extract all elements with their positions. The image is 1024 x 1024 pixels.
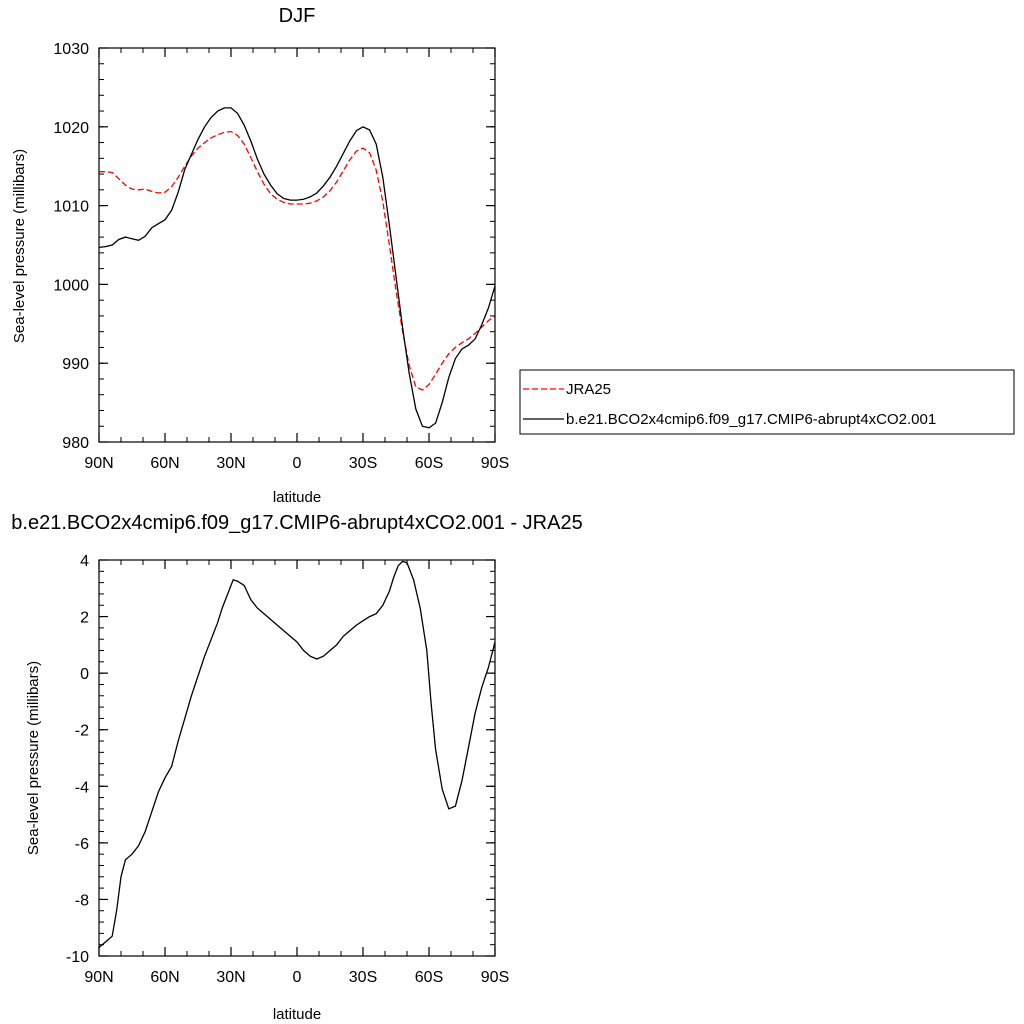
bottom-y-axis-label: Sea-level pressure (millibars) [25,661,42,855]
legend-box [519,369,1015,435]
x-tick-label: 0 [293,969,302,986]
x-tick-label: 90N [84,455,113,472]
top-chart-title: DJF [279,5,316,27]
x-tick-label: 30N [216,969,245,986]
y-tick-label: 2 [80,610,89,627]
x-tick-label: 30N [216,455,245,472]
top-plot-frame [98,47,496,443]
bottom-plot-frame [98,559,496,957]
x-tick-label: 90S [481,455,509,472]
top-tick-marks [98,47,496,443]
top-panel: DJF Sea-level pressure (millibars) latit… [11,5,509,506]
legend: JRA25 b.e21.BCO2x4cmip6.f09_g17.CMIP6-ab… [519,369,1015,435]
top-y-axis-label: Sea-level pressure (millibars) [11,149,28,343]
x-tick-label: 30S [349,455,377,472]
y-tick-label: -2 [75,723,89,740]
top-series-lines [98,107,496,429]
series-line-difference [98,560,496,948]
y-tick-label: -6 [75,836,89,853]
y-tick-label: -8 [75,892,89,909]
y-tick-label: 1010 [53,199,89,216]
x-tick-label: 90S [481,969,509,986]
bottom-x-axis-label: latitude [273,1006,321,1023]
bottom-series-lines [98,560,496,948]
x-tick-label: 60S [415,969,443,986]
bottom-tick-marks [98,559,496,957]
y-tick-label: 1030 [53,41,89,58]
series-line-b-e21-bco2x4cmip6-f09-g17-cmip6-abrupt4xco2-001 [98,107,496,429]
bottom-tick-labels: 90N 60N 30N 0 30S 60S 90S -10 -8 -6 -4 -2 0 2 4 [66,553,509,986]
y-tick-label: -10 [66,949,89,966]
y-tick-label: 990 [62,356,89,373]
bottom-chart-title: b.e21.BCO2x4cmip6.f09_g17.CMIP6-abrupt4x… [11,512,582,534]
x-tick-label: 0 [293,455,302,472]
x-tick-label: 60S [415,455,443,472]
series-line-jra25 [99,130,496,391]
x-tick-label: 30S [349,969,377,986]
y-tick-label: 1000 [53,277,89,294]
y-tick-label: -4 [75,779,89,796]
legend-label-model: b.e21.BCO2x4cmip6.f09_g17.CMIP6-abrupt4x… [566,411,936,428]
bottom-panel: b.e21.BCO2x4cmip6.f09_g17.CMIP6-abrupt4x… [11,512,582,1023]
x-tick-label: 90N [84,969,113,986]
y-tick-label: 1020 [53,120,89,137]
y-tick-label: 4 [80,553,89,570]
top-tick-labels: 90N 60N 30N 0 30S 60S 90S 980 990 1000 1010 1020 103… [53,41,509,472]
x-tick-label: 60N [150,969,179,986]
top-x-axis-label: latitude [273,489,321,506]
x-tick-label: 60N [150,455,179,472]
y-tick-label: 980 [62,435,89,452]
legend-label-jra25: JRA25 [566,381,611,398]
y-tick-label: 0 [80,666,89,683]
